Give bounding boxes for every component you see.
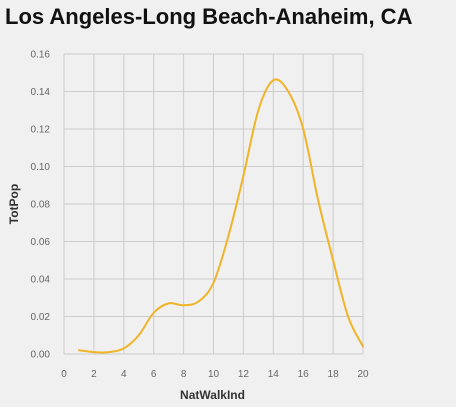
y-tick-label: 0.08 [31,200,51,211]
x-tick-label: 20 [357,369,369,380]
y-tick-label: 0.10 [31,162,51,173]
x-tick-label: 2 [91,369,97,380]
x-tick-label: 12 [238,369,250,380]
y-tick-label: 0.12 [31,125,51,136]
series-line [77,78,364,354]
grid [63,53,364,355]
y-tick-label: 0.14 [31,87,51,98]
x-tick-label: 16 [298,369,310,380]
x-tick-label: 4 [121,369,127,380]
x-axis-label: NatWalkInd [180,388,245,402]
y-axis-label: TotPop [7,184,21,224]
y-tick-label: 0.04 [31,275,51,286]
x-tick-label: 6 [151,369,157,380]
x-tick-label: 14 [268,369,280,380]
y-axis-ticks: 0.00 0.02 0.04 0.06 0.08 0.10 0.12 0.14 0.16 [31,50,51,361]
x-axis-ticks: 0 2 4 6 8 10 12 14 16 18 20 [61,369,369,380]
chart-title: Los Angeles-Long Beach-Anaheim, CA [5,4,413,29]
y-tick-label: 0.16 [31,50,51,61]
x-tick-label: 10 [208,369,220,380]
y-tick-label: 0.00 [31,350,51,361]
series-layer [77,78,364,354]
x-tick-label: 18 [328,369,340,380]
y-tick-label: 0.06 [31,237,51,248]
x-tick-label: 0 [61,369,67,380]
y-tick-label: 0.02 [31,312,51,323]
x-tick-label: 8 [181,369,187,380]
